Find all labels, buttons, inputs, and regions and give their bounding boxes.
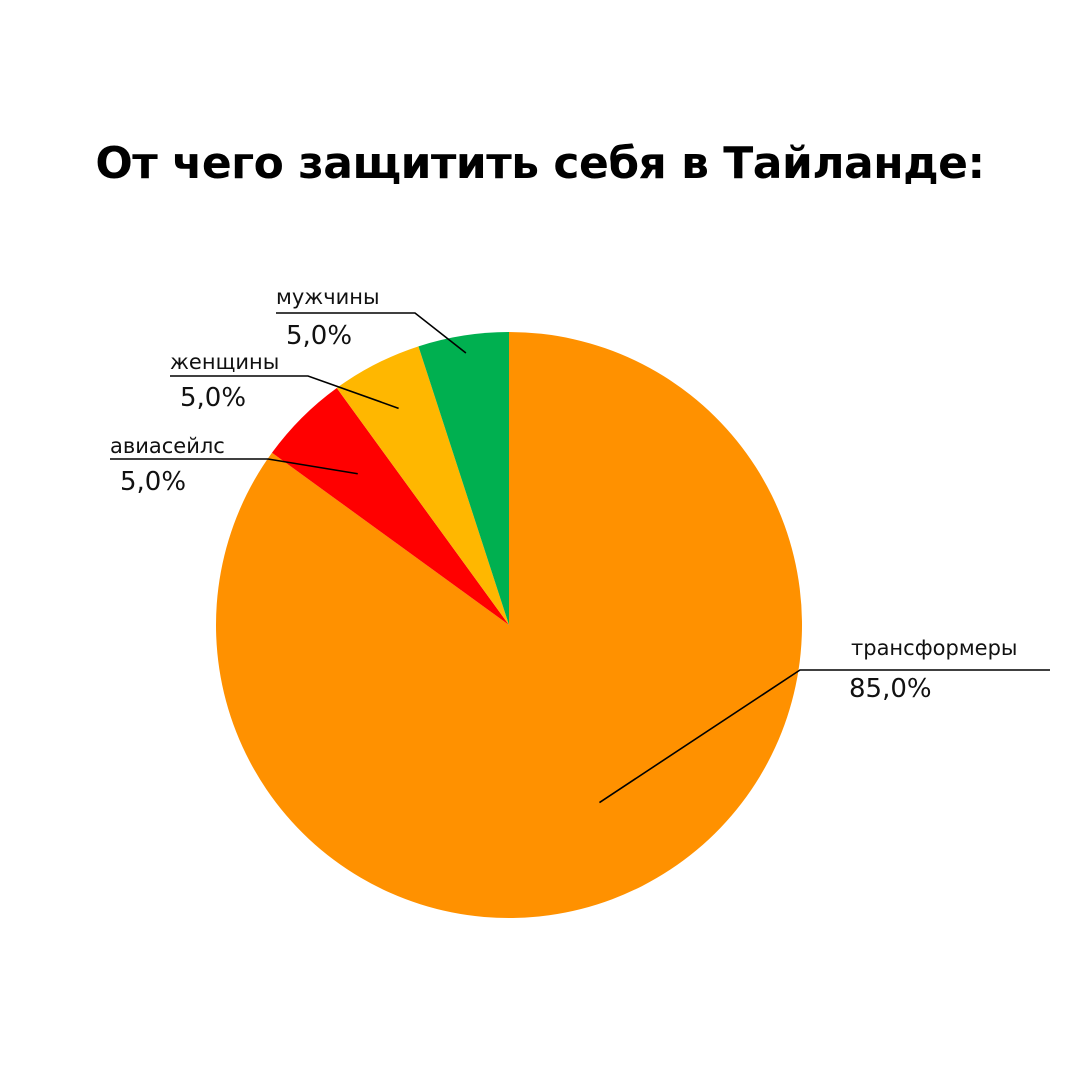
slice-value-мужчины: 5,0% bbox=[286, 321, 352, 351]
slice-label-авиасейлс: авиасейлс bbox=[110, 434, 225, 458]
slice-label-женщины: женщины bbox=[170, 350, 279, 374]
slice-value-трансформеры: 85,0% bbox=[849, 674, 932, 704]
pie-slices bbox=[216, 332, 802, 918]
slice-value-авиасейлс: 5,0% bbox=[120, 467, 186, 497]
slice-label-трансформеры: трансформеры bbox=[851, 636, 1018, 660]
slice-value-женщины: 5,0% bbox=[180, 383, 246, 413]
slice-label-мужчины: мужчины bbox=[276, 285, 380, 309]
